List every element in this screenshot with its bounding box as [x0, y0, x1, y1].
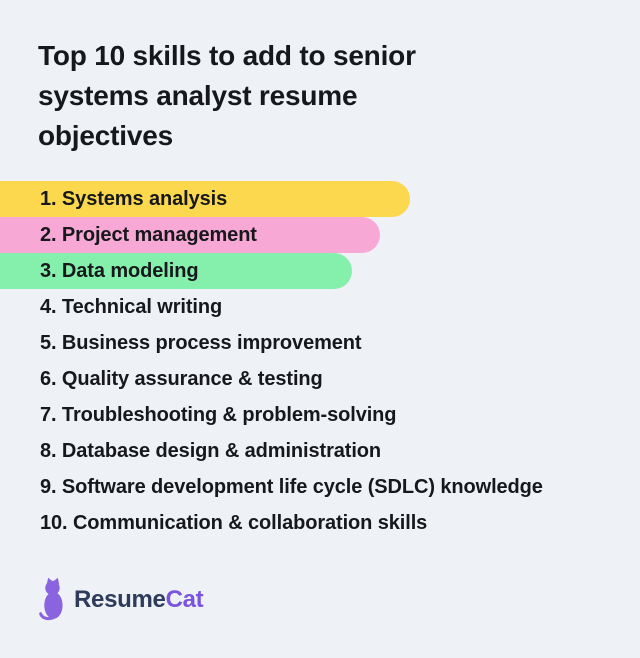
brand-name: ResumeCat — [74, 586, 204, 613]
list-item: 1. Systems analysis — [0, 181, 410, 217]
list-item-label: 5. Business process improvement — [40, 331, 362, 354]
list-item: 3. Data modeling — [0, 253, 352, 289]
list-item-label: 2. Project management — [40, 223, 257, 246]
brand-name-accent: Cat — [165, 586, 204, 613]
brand-logo: ResumeCat — [38, 576, 204, 622]
list-item: 7. Troubleshooting & problem-solving — [0, 397, 640, 433]
list-item: 5. Business process improvement — [0, 325, 640, 361]
list-item-label: 9. Software development life cycle (SDLC… — [40, 475, 543, 498]
list-item: 2. Project management — [0, 217, 380, 253]
list-item-label: 1. Systems analysis — [40, 187, 228, 210]
cat-icon — [39, 577, 63, 620]
list-item: 8. Database design & administration — [0, 433, 640, 469]
brand-name-primary: Resume — [74, 586, 166, 613]
list-item: 10. Communication & collaboration skills — [0, 505, 640, 541]
list-item: 6. Quality assurance & testing — [0, 361, 640, 397]
list-item-label: 7. Troubleshooting & problem-solving — [40, 403, 397, 426]
list-item: 9. Software development life cycle (SDLC… — [0, 469, 640, 505]
list-item-label: 8. Database design & administration — [40, 439, 382, 462]
skills-list: 1. Systems analysis 2. Project managemen… — [0, 181, 640, 541]
list-item-label: 6. Quality assurance & testing — [40, 367, 323, 390]
page-title: Top 10 skills to add to senior systems a… — [38, 40, 416, 151]
list-item-label: 10. Communication & collaboration skills — [40, 511, 428, 534]
list-item-label: 4. Technical writing — [40, 295, 223, 318]
list-item: 4. Technical writing — [0, 289, 640, 325]
list-item-label: 3. Data modeling — [40, 259, 199, 282]
